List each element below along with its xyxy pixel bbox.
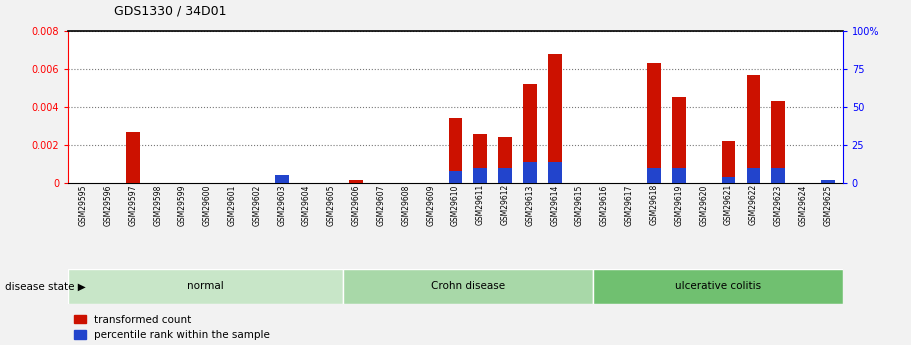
Bar xyxy=(449,171,462,183)
Bar xyxy=(68,269,343,304)
Bar xyxy=(746,75,760,183)
Bar xyxy=(275,176,289,183)
Bar xyxy=(722,141,735,183)
Bar xyxy=(474,168,487,183)
Bar xyxy=(772,168,785,183)
Text: ulcerative colitis: ulcerative colitis xyxy=(675,282,761,291)
Bar xyxy=(672,168,686,183)
Text: GDS1330 / 34D01: GDS1330 / 34D01 xyxy=(114,4,226,17)
Text: Crohn disease: Crohn disease xyxy=(431,282,505,291)
Bar xyxy=(126,132,139,183)
Bar xyxy=(593,269,843,304)
Legend: transformed count, percentile rank within the sample: transformed count, percentile rank withi… xyxy=(74,315,271,340)
Bar xyxy=(523,84,537,183)
Bar xyxy=(548,54,561,183)
Bar xyxy=(523,161,537,183)
Bar xyxy=(722,177,735,183)
Bar xyxy=(672,98,686,183)
Bar xyxy=(343,269,593,304)
Bar xyxy=(647,168,660,183)
Bar xyxy=(772,101,785,183)
Bar xyxy=(548,161,561,183)
Bar xyxy=(350,180,363,183)
Bar xyxy=(498,137,512,183)
Bar xyxy=(647,63,660,183)
Bar xyxy=(275,175,289,183)
Text: disease state ▶: disease state ▶ xyxy=(5,282,86,291)
Text: normal: normal xyxy=(188,282,224,291)
Bar xyxy=(498,168,512,183)
Bar xyxy=(474,134,487,183)
Bar xyxy=(449,118,462,183)
Bar xyxy=(821,180,834,183)
Bar xyxy=(746,168,760,183)
